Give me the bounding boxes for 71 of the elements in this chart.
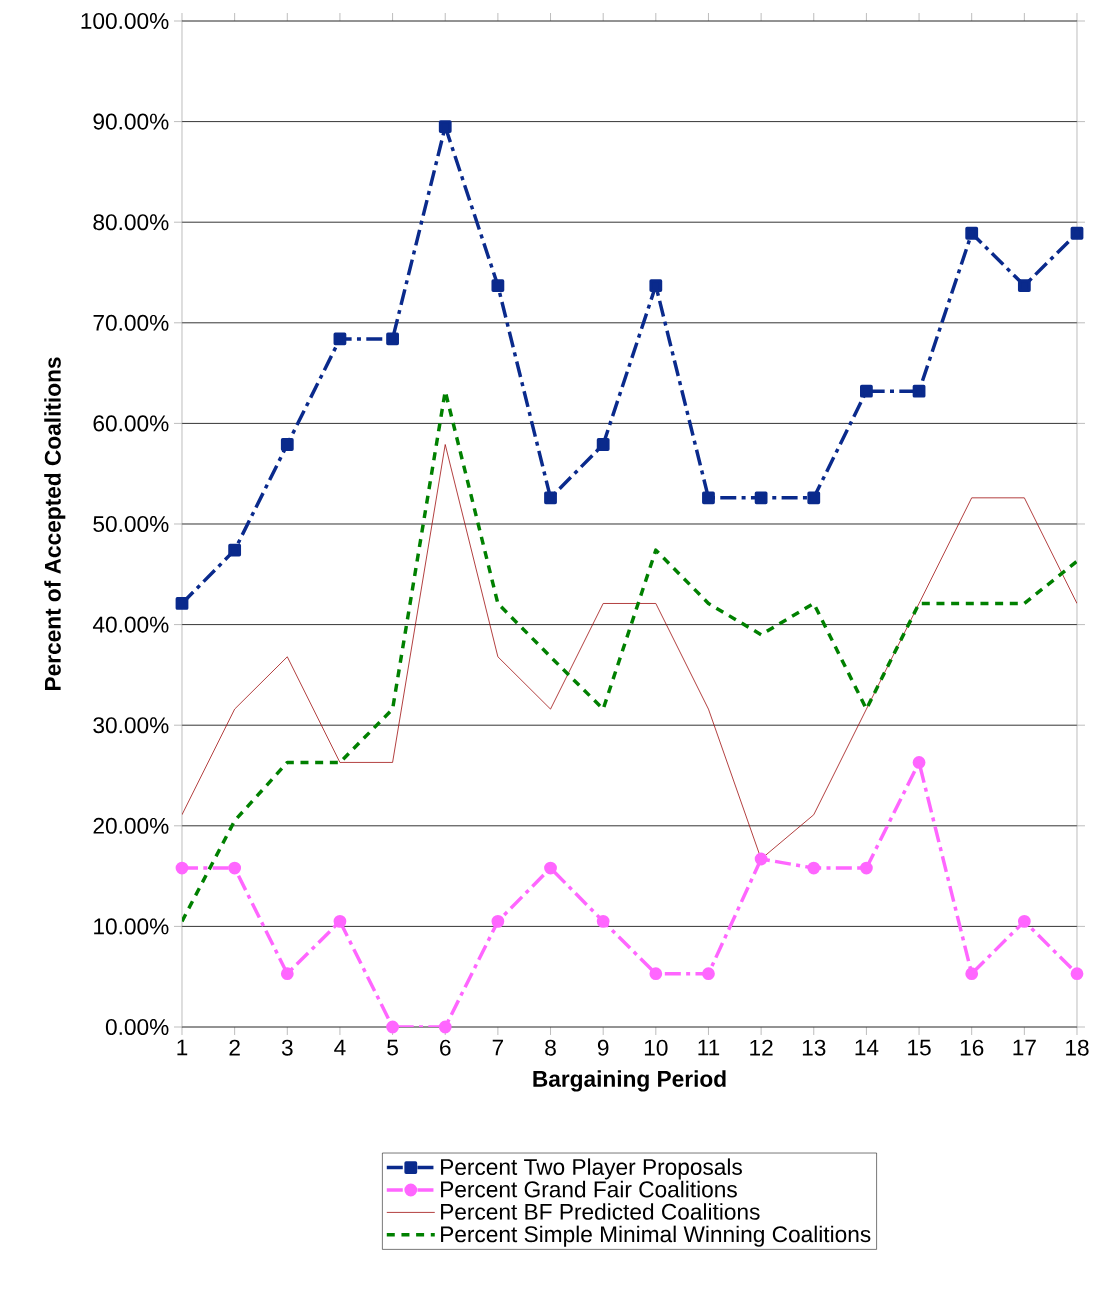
y-tick-label: 20.00%: [93, 817, 169, 834]
point: [333, 914, 347, 928]
point: [1070, 226, 1084, 240]
point: [596, 914, 610, 928]
x-tick-label: 16: [960, 1039, 984, 1056]
point: [754, 852, 768, 866]
y-tick-label: 60.00%: [93, 415, 169, 432]
point: [175, 861, 189, 875]
point: [491, 279, 505, 292]
y-tick-label: 0.00%: [105, 1018, 169, 1036]
y-tick-label: 10.00%: [94, 918, 169, 935]
x-tick-label: 18: [1066, 1039, 1089, 1056]
point: [228, 543, 242, 557]
y-tick-label: 30.00%: [93, 717, 169, 734]
point: [807, 491, 821, 505]
x-tick-label: 8: [545, 1039, 556, 1056]
point: [965, 226, 979, 240]
y-axis-title: Percent of Accepted Coalitions: [44, 357, 66, 690]
legend-label: Percent Simple Minimal Winning Coalitions: [441, 1225, 871, 1247]
legend-label: Percent Two Player Proposals: [441, 1158, 742, 1180]
point: [702, 967, 715, 981]
point: [1017, 279, 1031, 292]
point: [280, 438, 294, 451]
point: [333, 332, 347, 346]
x-tick-label: 4: [334, 1039, 346, 1056]
point: [912, 756, 926, 769]
point: [491, 914, 505, 928]
point: [228, 861, 242, 875]
x-tick-label: 14: [855, 1039, 879, 1056]
x-tick-label: 12: [750, 1039, 773, 1056]
x-axis-title: Bargaining Period: [533, 1070, 726, 1092]
point: [754, 491, 768, 505]
x-tick-label: 6: [440, 1039, 451, 1056]
point: [1070, 967, 1084, 981]
point: [860, 861, 873, 875]
point: [544, 491, 557, 505]
point: [1017, 914, 1031, 928]
y-tick-label: 50.00%: [93, 515, 169, 533]
point: [438, 120, 452, 134]
x-tick-label: 9: [597, 1039, 609, 1056]
point: [596, 438, 610, 451]
y-tick-label: 90.00%: [93, 113, 169, 130]
x-tick-label: 15: [908, 1039, 931, 1056]
point: [860, 384, 873, 398]
x-tick-label: 2: [229, 1039, 240, 1056]
y-tick-label: 70.00%: [93, 314, 169, 331]
point: [649, 967, 663, 981]
x-tick-label: 13: [802, 1039, 826, 1056]
point: [438, 1020, 452, 1034]
point: [544, 861, 557, 875]
point: [807, 861, 821, 875]
x-tick-label: 5: [387, 1039, 398, 1056]
x-tick-label: 11: [698, 1039, 720, 1056]
x-tick-label: 3: [281, 1039, 293, 1056]
y-tick-label: 100.00%: [81, 12, 169, 30]
legend-label: Percent Grand Fair Coalitions: [441, 1180, 737, 1198]
x-tick-label: 10: [644, 1039, 668, 1056]
x-tick-label: 17: [1013, 1039, 1036, 1056]
point: [386, 1020, 399, 1034]
point: [912, 384, 926, 398]
point: [386, 332, 399, 346]
point: [649, 279, 663, 292]
x-tick-label: 7: [492, 1039, 504, 1056]
x-tick-label: 1: [177, 1039, 188, 1056]
y-tick-label: 80.00%: [93, 214, 169, 231]
legend-label: Percent BF Predicted Coalitions: [441, 1203, 760, 1220]
point: [702, 491, 715, 505]
point: [280, 967, 294, 981]
point: [175, 597, 189, 610]
point: [965, 967, 979, 981]
y-tick-label: 40.00%: [92, 616, 169, 633]
